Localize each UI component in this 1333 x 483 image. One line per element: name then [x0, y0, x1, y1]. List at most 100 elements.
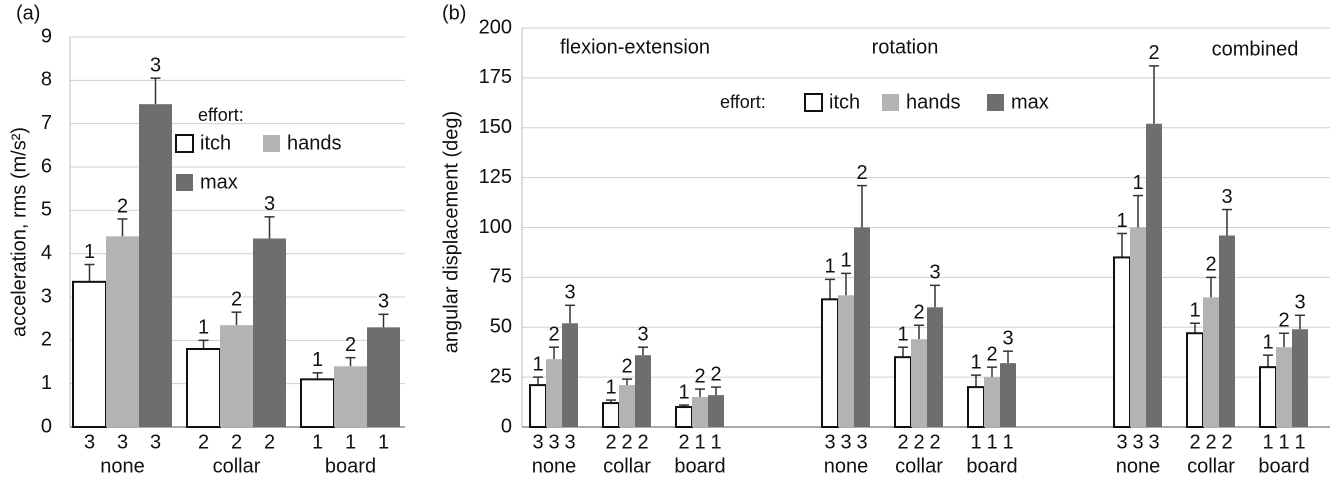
rank-label: 2 [913, 302, 924, 324]
legend-label: max [200, 171, 238, 193]
count-label: 3 [564, 431, 575, 453]
count-label: 2 [605, 431, 616, 453]
y-tick-label: 50 [490, 316, 512, 338]
rank-label: 1 [532, 353, 543, 375]
group-label: combined [1212, 38, 1299, 60]
count-label: 2 [913, 431, 924, 453]
legend-label: hands [287, 132, 342, 154]
bar [1219, 235, 1235, 427]
bar [1146, 123, 1162, 427]
rank-label: 1 [678, 381, 689, 403]
count-label: 2 [231, 431, 242, 453]
x-tick-label: collar [895, 455, 943, 477]
y-tick-label: 4 [41, 242, 52, 264]
bar [186, 348, 221, 428]
rank-label: 1 [198, 317, 209, 339]
rank-label: 2 [345, 334, 356, 356]
count-label: 1 [1262, 431, 1273, 453]
y-tick-label: 25 [490, 365, 512, 387]
legend-swatch [263, 135, 280, 152]
bar [529, 384, 547, 429]
bar [821, 298, 839, 429]
rank-label: 3 [264, 193, 275, 215]
y-tick-label: 7 [41, 112, 52, 134]
x-tick-label: none [1116, 455, 1161, 477]
bar [367, 327, 400, 427]
bar [1186, 332, 1204, 428]
bar [1113, 256, 1131, 428]
bar [1203, 297, 1219, 427]
rank-label: 1 [1116, 210, 1127, 232]
count-label: 2 [637, 431, 648, 453]
count-label: 2 [264, 431, 275, 453]
rank-label: 3 [378, 291, 389, 313]
legend-label: hands [906, 91, 961, 113]
rank-label: 3 [1294, 292, 1305, 314]
rank-label: 1 [1262, 331, 1273, 353]
x-tick-label: board [674, 455, 725, 477]
count-label: 2 [198, 431, 209, 453]
rank-label: 2 [548, 323, 559, 345]
rank-label: 2 [710, 363, 721, 385]
count-label: 3 [1148, 431, 1159, 453]
bar [300, 378, 335, 429]
rank-label: 2 [1278, 310, 1289, 332]
x-tick-label: collar [603, 455, 651, 477]
rank-label: 1 [1189, 300, 1200, 322]
rank-label: 2 [1205, 254, 1216, 276]
y-tick-label: 150 [479, 116, 512, 138]
x-tick-label: collar [213, 455, 261, 477]
rank-label: 3 [1221, 186, 1232, 208]
y-tick-label: 200 [479, 16, 512, 38]
y-tick-label: 175 [479, 66, 512, 88]
rank-label: 2 [231, 288, 242, 310]
legend-label: itch [829, 91, 860, 113]
bar [602, 402, 620, 428]
count-label: 2 [1205, 431, 1216, 453]
bar [854, 227, 870, 427]
bar [967, 386, 985, 429]
rank-label: 1 [970, 351, 981, 373]
bar [72, 280, 107, 429]
count-label: 3 [1132, 431, 1143, 453]
bar [1000, 363, 1016, 427]
bar [635, 355, 651, 427]
legend-label: max [1011, 91, 1049, 113]
count-label: 3 [548, 431, 559, 453]
legend-swatch [176, 174, 193, 191]
group-label: rotation [872, 36, 939, 58]
panel-label: (a) [16, 2, 40, 24]
y-tick-label: 0 [41, 415, 52, 437]
legend-title: effort: [198, 105, 244, 125]
legend-swatch [987, 94, 1004, 111]
rank-label: 1 [605, 376, 616, 398]
count-label: 2 [1189, 431, 1200, 453]
count-label: 2 [1221, 431, 1232, 453]
y-tick-label: 0 [501, 415, 512, 437]
count-label: 3 [84, 431, 95, 453]
rank-label: 3 [564, 282, 575, 304]
count-label: 3 [824, 431, 835, 453]
bar [1276, 347, 1292, 427]
y-tick-label: 5 [41, 199, 52, 221]
count-label: 2 [929, 431, 940, 453]
bar [619, 385, 635, 427]
group-label: flexion-extension [560, 36, 710, 58]
bar [984, 377, 1000, 427]
x-tick-label: none [824, 455, 869, 477]
count-label: 1 [345, 431, 356, 453]
count-label: 1 [1002, 431, 1013, 453]
count-label: 2 [678, 431, 689, 453]
bar [708, 395, 724, 427]
count-label: 3 [1116, 431, 1127, 453]
y-tick-label: 3 [41, 285, 52, 307]
count-label: 3 [150, 431, 161, 453]
bar [253, 238, 286, 427]
rank-label: 1 [1132, 172, 1143, 194]
bar [911, 339, 927, 427]
count-label: 1 [1294, 431, 1305, 453]
x-tick-label: none [100, 455, 145, 477]
rank-label: 2 [986, 343, 997, 365]
y-tick-label: 125 [479, 166, 512, 188]
